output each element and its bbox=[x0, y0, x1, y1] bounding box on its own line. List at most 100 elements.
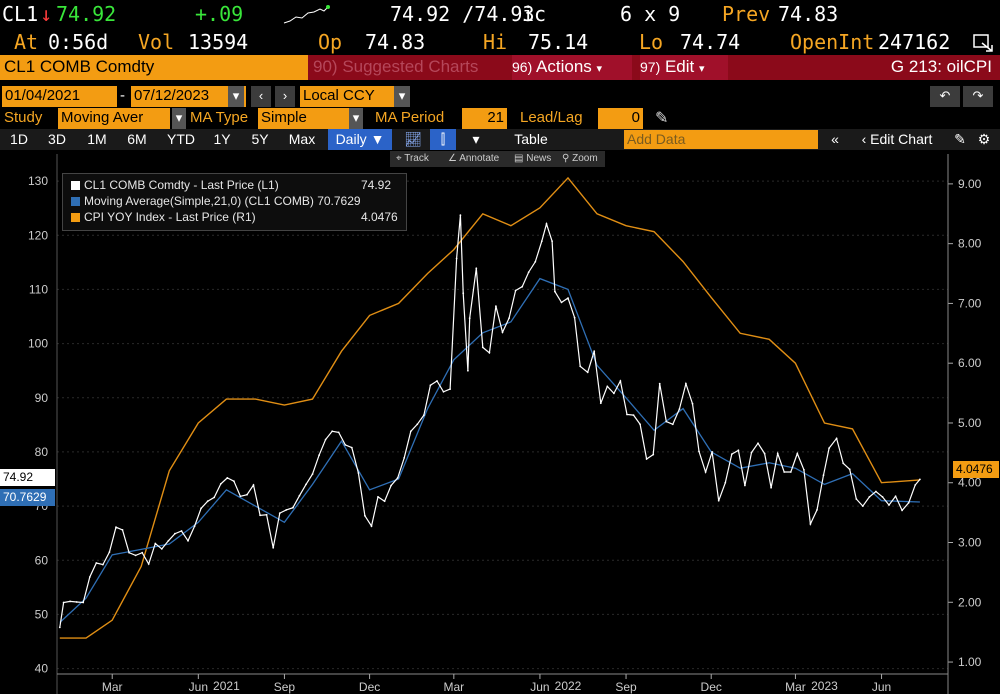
actions-button[interactable]: 96) Actions ▾ bbox=[512, 55, 632, 80]
line-chart-icon[interactable]: 📈︎ bbox=[404, 131, 422, 147]
price-point bbox=[551, 240, 553, 243]
edit-chart-button[interactable]: ‹ Edit Chart bbox=[850, 129, 944, 150]
period-max-button[interactable]: Max bbox=[288, 131, 316, 147]
prev-period-button[interactable]: ‹ bbox=[251, 86, 271, 107]
bid-ask-size: 6 x 9 bbox=[620, 2, 681, 26]
collapse-icon[interactable]: « bbox=[831, 131, 839, 147]
table-button[interactable]: Table bbox=[514, 131, 548, 147]
actions-number: 96) bbox=[512, 59, 533, 75]
period-3d-button[interactable]: 3D bbox=[48, 131, 66, 147]
x-tick-label: Mar bbox=[102, 680, 123, 694]
price-point bbox=[816, 509, 818, 511]
right-tick-label: 8.00 bbox=[958, 237, 982, 251]
hi-value: 75.14 bbox=[528, 30, 589, 54]
calendar-icon[interactable]: ▾ bbox=[228, 86, 244, 107]
actions-label: Actions bbox=[536, 57, 592, 76]
price-point bbox=[403, 457, 406, 459]
chevron-down-icon[interactable]: ▾ bbox=[349, 108, 363, 129]
ma-tag: 70.7629 bbox=[0, 489, 55, 506]
price-point bbox=[495, 305, 497, 308]
price-point bbox=[141, 551, 144, 554]
currency-select[interactable]: Local CCY bbox=[300, 86, 410, 107]
ma-period-input[interactable]: 21 bbox=[462, 108, 507, 129]
price-point bbox=[545, 223, 548, 225]
edit-button[interactable]: 97) Edit ▾ bbox=[640, 55, 728, 80]
net-change: +.09 bbox=[195, 2, 244, 26]
price-point bbox=[540, 240, 543, 243]
date-separator: - bbox=[120, 87, 125, 104]
undo-icon[interactable]: ↶ bbox=[930, 86, 960, 107]
edit-icon[interactable]: ✎ bbox=[954, 131, 966, 147]
study-select[interactable]: Moving Aver bbox=[58, 108, 170, 129]
sparkline-icon bbox=[283, 5, 330, 24]
legend-item-price[interactable]: CL1 COMB Comdty - Last Price (L1) 74.92 bbox=[71, 178, 391, 194]
price-point bbox=[770, 486, 772, 489]
price-point bbox=[744, 484, 746, 487]
next-period-button[interactable]: › bbox=[275, 86, 295, 107]
price-point bbox=[436, 380, 438, 382]
chevron-down-icon[interactable]: ▾ bbox=[394, 86, 410, 107]
suggested-charts-button[interactable]: 90) Suggested Charts bbox=[313, 55, 508, 80]
price-point bbox=[665, 420, 668, 423]
price-point bbox=[200, 507, 203, 510]
start-date-input[interactable]: 01/04/2021 bbox=[2, 86, 117, 107]
price-point bbox=[449, 388, 451, 390]
period-ytd-button[interactable]: YTD bbox=[167, 131, 195, 147]
legend-item-ma[interactable]: Moving Average(Simple,21,0) (CL1 COMB) 7… bbox=[71, 194, 361, 210]
security-input[interactable]: CL1 COMB Comdty bbox=[0, 55, 308, 80]
legend-swatch bbox=[71, 181, 80, 190]
title-bar: CL1 COMB Comdty 90) Suggested Charts 96)… bbox=[0, 55, 1000, 80]
price-point bbox=[377, 496, 379, 498]
add-data-input[interactable]: Add Data bbox=[624, 130, 818, 149]
legend-item-cpi[interactable]: CPI YOY Index - Last Price (R1) 4.0476 bbox=[71, 210, 398, 226]
price-point bbox=[639, 423, 641, 426]
price-point bbox=[252, 484, 255, 486]
period-1m-button[interactable]: 1M bbox=[87, 131, 107, 147]
zoom-tool[interactable]: ⚲ Zoom bbox=[562, 153, 598, 164]
price-point bbox=[901, 509, 903, 512]
op-label: Op bbox=[318, 30, 343, 54]
edit-chart-label: Edit Chart bbox=[870, 131, 933, 147]
price-point bbox=[467, 369, 469, 372]
pencil-icon[interactable]: ✎ bbox=[655, 110, 669, 127]
price-point bbox=[776, 452, 779, 455]
price-point bbox=[390, 484, 392, 487]
left-tick-label: 90 bbox=[35, 391, 49, 405]
chart-title: G 213: oilCPI bbox=[890, 57, 992, 76]
price-point bbox=[868, 496, 871, 498]
ma-type-select[interactable]: Simple bbox=[258, 108, 350, 129]
price-point bbox=[514, 289, 517, 292]
gear-icon[interactable]: ⚙ bbox=[977, 131, 991, 147]
price-point bbox=[750, 451, 753, 454]
news-tool[interactable]: ▤ News bbox=[514, 153, 552, 164]
period-6m-button[interactable]: 6M bbox=[127, 131, 147, 147]
x-tick-label: Jun bbox=[872, 680, 891, 694]
legend-label: Moving Average(Simple,21,0) (CL1 COMB) 7… bbox=[84, 194, 361, 208]
lo-value: 74.74 bbox=[680, 30, 741, 54]
frequency-select[interactable]: Daily ▼ bbox=[328, 129, 392, 150]
left-tick-label: 50 bbox=[35, 607, 49, 621]
chevron-down-icon[interactable]: ▾ bbox=[472, 131, 480, 147]
legend-label: CL1 COMB Comdty - Last Price (L1) bbox=[84, 178, 279, 192]
vol-value: 13594 bbox=[188, 30, 249, 54]
price-point bbox=[888, 504, 890, 506]
period-5y-button[interactable]: 5Y bbox=[251, 131, 269, 147]
price-point bbox=[560, 301, 563, 304]
price-point bbox=[272, 546, 275, 549]
redo-icon[interactable]: ↷ bbox=[963, 86, 993, 107]
price-point bbox=[265, 513, 268, 516]
price-point bbox=[914, 484, 917, 486]
end-date-input[interactable]: 07/12/2023 bbox=[131, 86, 246, 107]
chevron-down-icon[interactable]: ▾ bbox=[172, 108, 186, 129]
annotate-tool[interactable]: ∠ Annotate bbox=[448, 153, 500, 164]
x-tick-label: Dec bbox=[701, 680, 722, 694]
export-icon[interactable] bbox=[972, 33, 996, 53]
period-1d-button[interactable]: 1D bbox=[10, 131, 28, 147]
x-axis: Mar Jun Sep Dec Mar Jun Sep Dec Mar Jun 2021 2022 20… bbox=[57, 673, 948, 694]
track-tool[interactable]: ⌖ Track bbox=[396, 153, 429, 164]
period-1y-button[interactable]: 1Y bbox=[213, 131, 231, 147]
candlestick-icon[interactable]: ⫿ bbox=[430, 129, 456, 150]
lead-lag-input[interactable]: 0 bbox=[598, 108, 643, 129]
price-point bbox=[160, 548, 163, 550]
